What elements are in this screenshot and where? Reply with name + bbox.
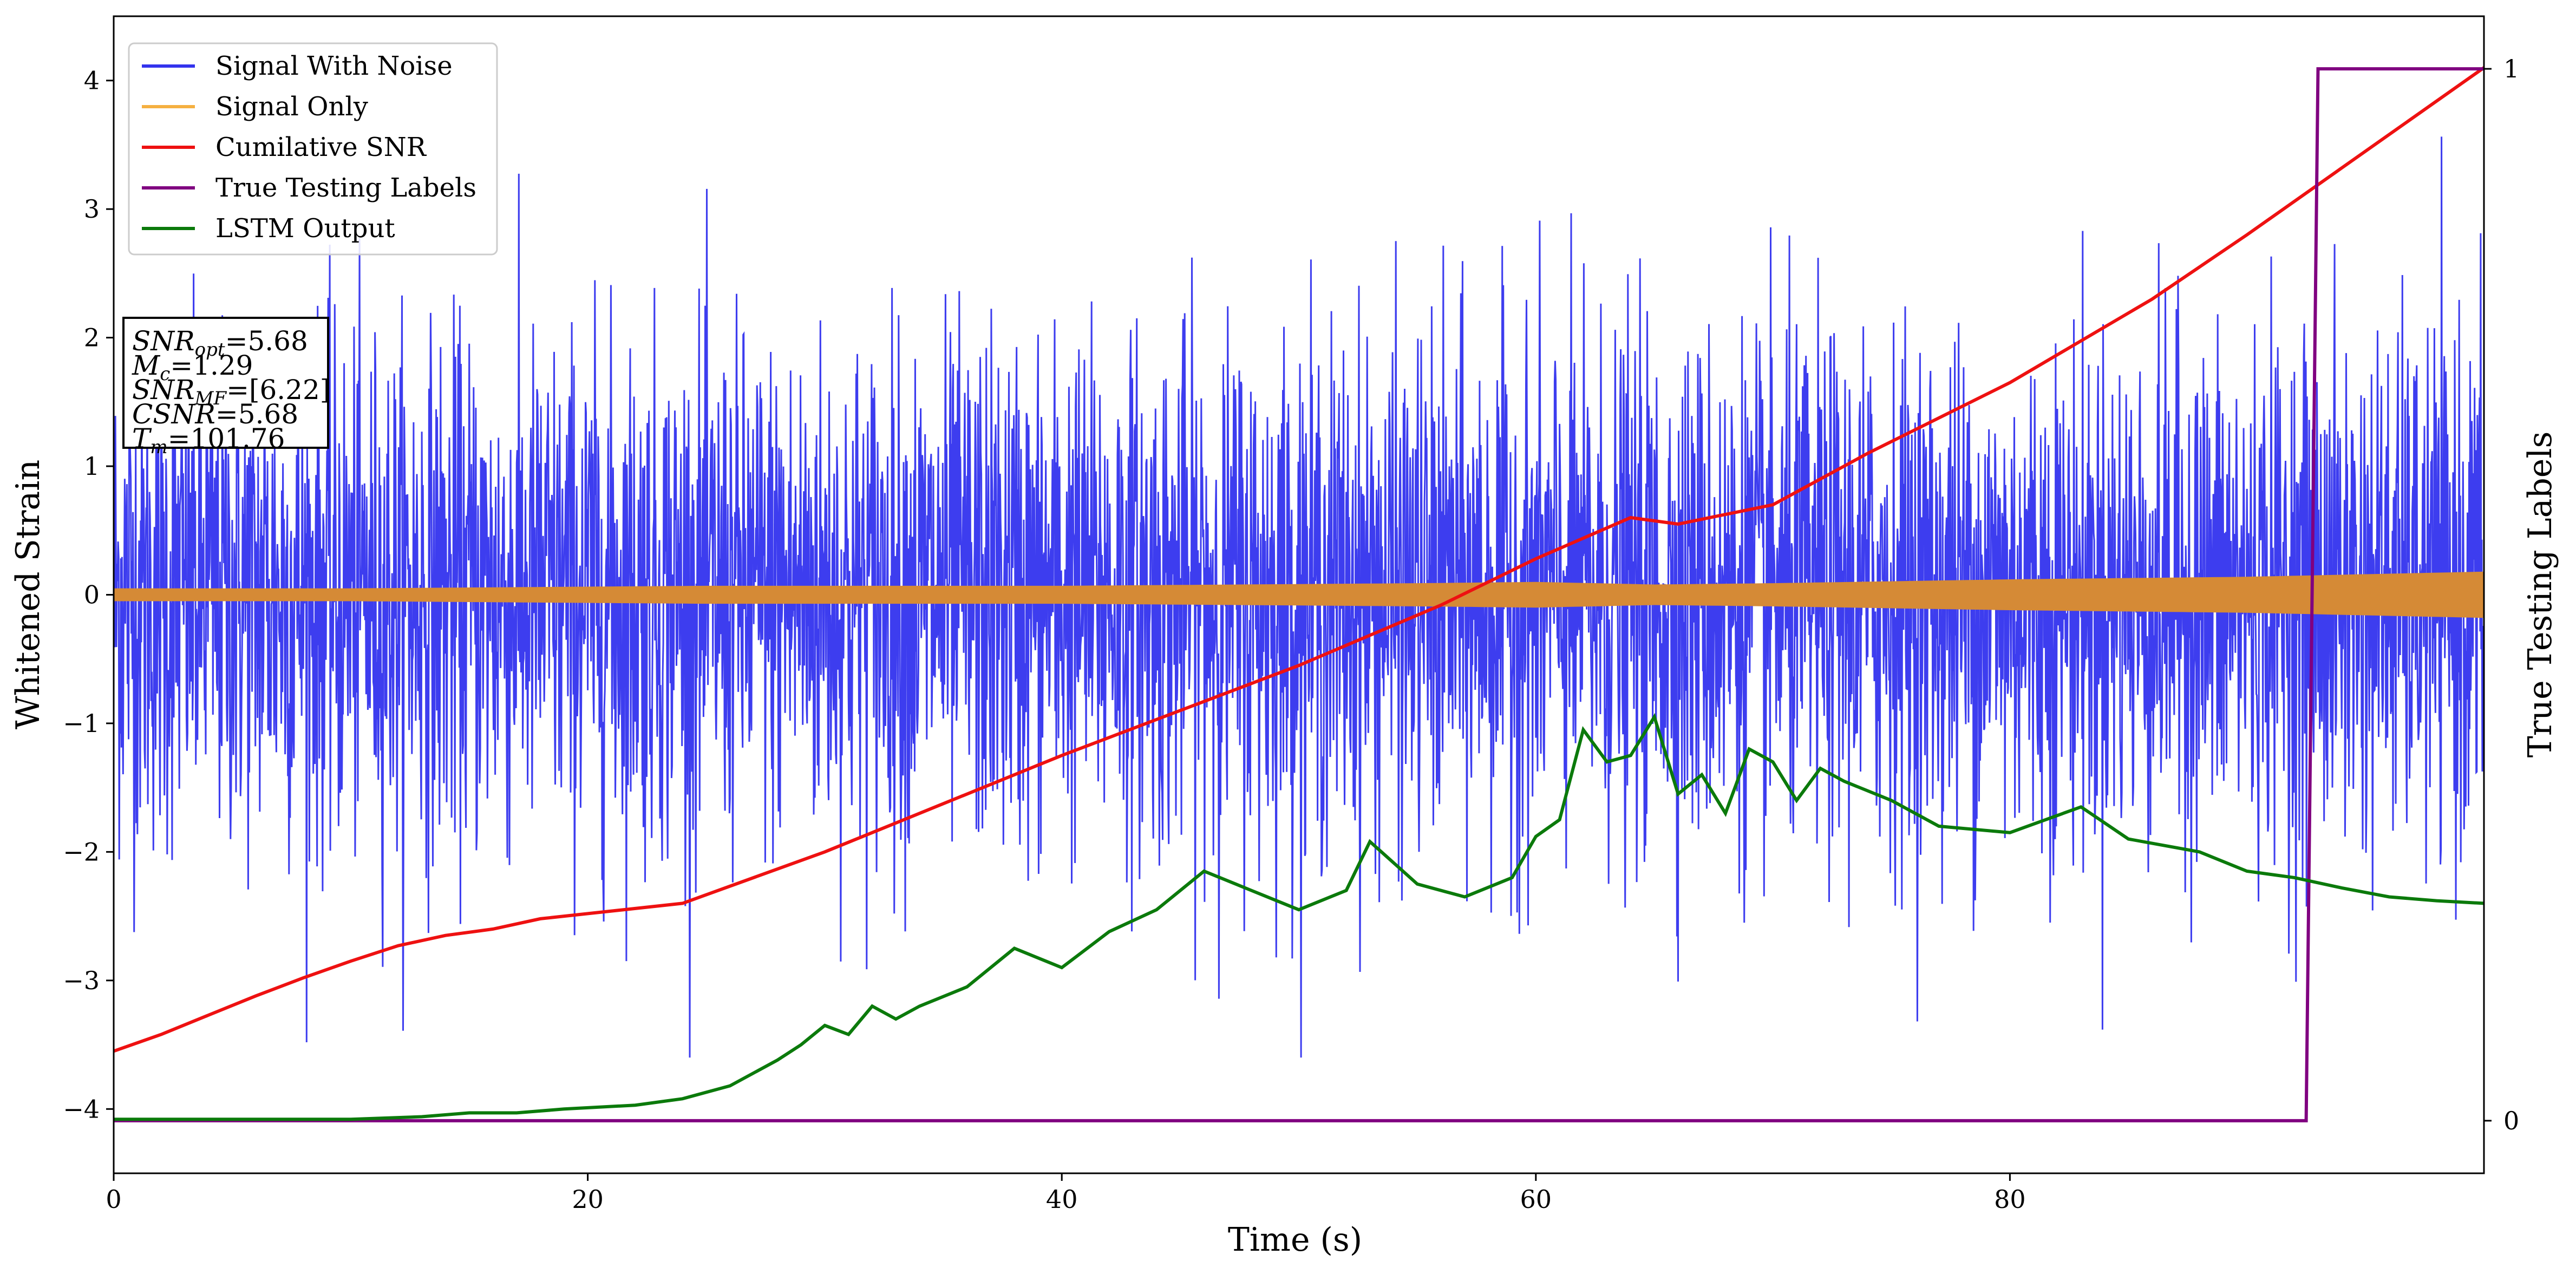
y-tick-label: 2 xyxy=(84,323,100,352)
x-axis-label: Time (s) xyxy=(1228,1221,1362,1259)
info-line: SNRMF=[6.22] xyxy=(132,374,330,409)
y-axis-label: Whitened Strain xyxy=(9,460,47,729)
signal-with-noise-line xyxy=(114,136,2484,1058)
y-tick-label: 0 xyxy=(84,580,100,610)
series-signal-with-noise xyxy=(114,136,2484,1058)
y-tick-label: −4 xyxy=(63,1094,100,1123)
x-tick-label: 20 xyxy=(572,1185,604,1214)
series-lstm-output xyxy=(114,713,2484,1121)
series-true-testing-labels xyxy=(114,67,2484,1122)
info-box-frame xyxy=(122,317,329,449)
info-line: SNRopt=5.68 xyxy=(132,325,308,361)
y-tick-label: −2 xyxy=(63,837,100,866)
legend-label: True Testing Labels xyxy=(215,173,476,203)
true-testing-labels-line xyxy=(114,67,2484,1122)
right-axis-ticks: 01 xyxy=(2484,54,2519,1135)
x-axis-ticks: 0 20 40 60 80 xyxy=(106,1173,2026,1214)
x-tick-label: 40 xyxy=(1046,1185,1078,1214)
y-tick-label: 4 xyxy=(84,66,100,95)
info-line: Tm=101.76 xyxy=(132,423,285,458)
plot-area xyxy=(114,66,2484,1122)
x-tick-label: 60 xyxy=(1520,1185,1552,1214)
legend-label: Signal With Noise xyxy=(215,51,453,81)
legend-label: Cumilative SNR xyxy=(215,132,427,162)
legend-label: LSTM Output xyxy=(215,213,395,244)
y-tick-label: −1 xyxy=(63,709,100,738)
info-line: CSNR=5.68 xyxy=(132,398,298,430)
info-line: Mc=1.29 xyxy=(132,350,253,385)
info-box: SNRopt=5.68Mc=1.29SNRMF=[6.22]CSNR=5.68T… xyxy=(122,317,330,458)
y-axis-ticks: −4 −3 −2 −1 0 1 2 3 4 xyxy=(63,66,114,1123)
series-cumilative-snr xyxy=(114,66,2484,1053)
right-tick-label: 0 xyxy=(2503,1106,2519,1135)
x-tick-label: 0 xyxy=(106,1185,121,1214)
right-axis-label: True Testing Labels xyxy=(2521,432,2559,758)
signal-only-band xyxy=(114,571,2484,618)
legend: Signal With Noise Signal Only Cumilative S… xyxy=(128,42,498,256)
x-tick-label: 80 xyxy=(1994,1185,2026,1214)
y-tick-label: 1 xyxy=(84,452,100,481)
y-tick-label: −3 xyxy=(63,966,100,995)
legend-box xyxy=(128,42,498,256)
right-tick-label: 1 xyxy=(2503,54,2519,83)
y-tick-label: 3 xyxy=(84,194,100,224)
lstm-output-line xyxy=(114,713,2484,1121)
cumilative-snr-line xyxy=(114,66,2484,1053)
series-signal-only xyxy=(114,571,2484,618)
legend-label: Signal Only xyxy=(215,92,368,122)
